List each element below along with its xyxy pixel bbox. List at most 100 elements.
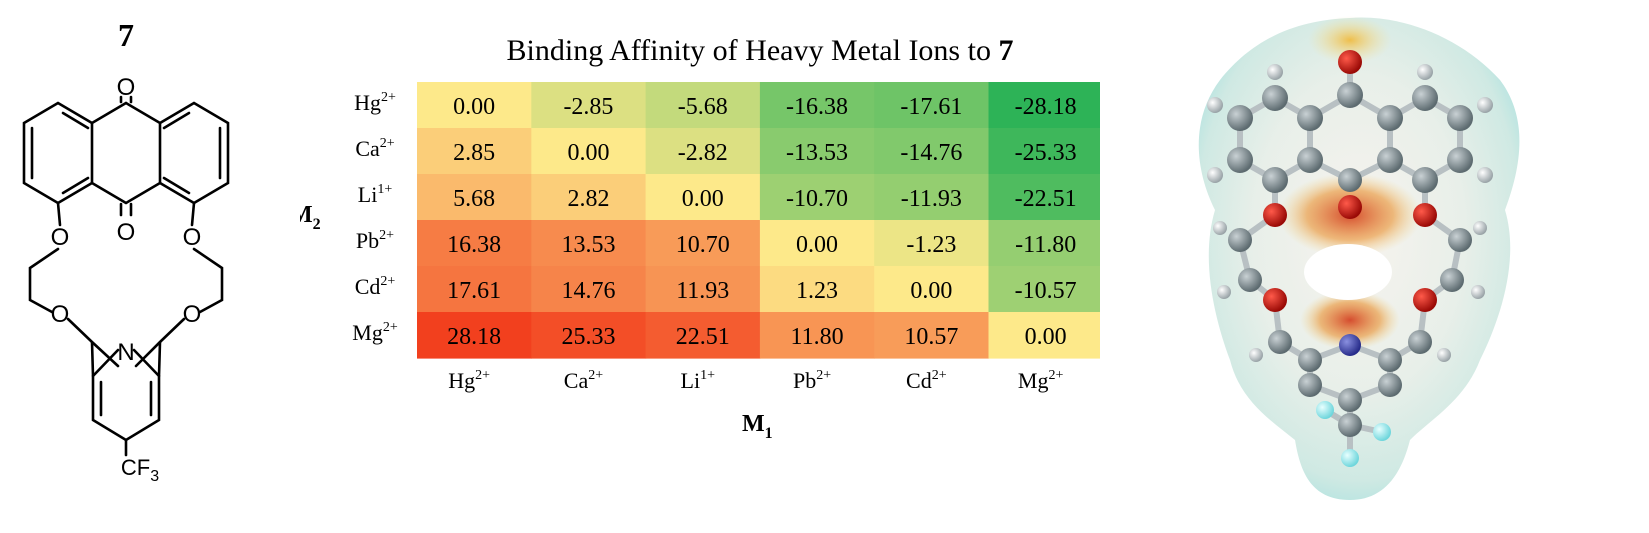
heatmap-cell bbox=[874, 266, 990, 313]
compound-label: 7 bbox=[118, 17, 134, 53]
cell-value-label: -2.82 bbox=[678, 140, 728, 166]
heatmap-chart: Binding Affinity of Heavy Metal Ions to … bbox=[300, 34, 1100, 442]
cell-value-label: 0.00 bbox=[682, 186, 724, 212]
heatmap-cell bbox=[531, 220, 647, 267]
column-label: Ca2+ bbox=[564, 368, 603, 393]
cell-value-label: 14.76 bbox=[561, 278, 615, 304]
row-label: Hg2+ bbox=[354, 90, 396, 115]
oxygen-right-lower: O bbox=[183, 301, 202, 328]
cell-value-label: -2.85 bbox=[563, 94, 613, 120]
column-label: Cd2+ bbox=[906, 368, 947, 393]
row-label: Cd2+ bbox=[355, 274, 396, 299]
heatmap-cell bbox=[874, 174, 990, 221]
cell-value-label: 5.68 bbox=[453, 186, 495, 212]
row-label: Mg2+ bbox=[352, 320, 398, 345]
esp-surface bbox=[1198, 16, 1520, 501]
cf3-label: CF3 bbox=[121, 455, 159, 485]
cell-value-label: -28.18 bbox=[1015, 94, 1077, 120]
heatmap-cell bbox=[531, 312, 647, 359]
heatmap-cell bbox=[417, 174, 532, 221]
column-labels: Hg2+ Ca2+ Li1+ Pb2+ Cd2+ Mg2+ bbox=[448, 368, 1063, 393]
cell-value-label: 25.33 bbox=[561, 324, 615, 350]
cell-value-label: -1.23 bbox=[906, 232, 956, 258]
heatmap-cell bbox=[417, 82, 532, 129]
oxygen-left-lower: O bbox=[51, 301, 70, 328]
structure-atoms: O O O O O O N CF3 bbox=[51, 74, 202, 485]
heatmap-cell bbox=[759, 220, 875, 267]
structure-bonds bbox=[22, 95, 230, 457]
cell-value-label: -10.70 bbox=[786, 186, 848, 212]
heatmap-cell bbox=[759, 174, 875, 221]
cell-value-label: 10.70 bbox=[676, 232, 730, 258]
x-axis-label: M1 bbox=[742, 411, 773, 442]
cell-value-label: 0.00 bbox=[1025, 324, 1067, 350]
cell-value-label: 0.00 bbox=[796, 232, 838, 258]
cell-value-label: 16.38 bbox=[447, 232, 501, 258]
cell-value-label: 28.18 bbox=[447, 324, 501, 350]
heatmap-cell bbox=[759, 266, 875, 313]
chemical-structure: 7 bbox=[22, 17, 230, 485]
molecule-atoms bbox=[1207, 50, 1493, 467]
cell-value-label: 22.51 bbox=[676, 324, 730, 350]
heatmap-cell bbox=[988, 174, 1100, 221]
cell-value-label: 2.82 bbox=[567, 186, 609, 212]
row-label: Li1+ bbox=[358, 182, 393, 207]
cell-value-label: 13.53 bbox=[561, 232, 615, 258]
cell-value-label: -10.57 bbox=[1015, 278, 1077, 304]
heatmap-cell bbox=[417, 312, 532, 359]
cell-value-label: 0.00 bbox=[567, 140, 609, 166]
cell-value-label: 0.00 bbox=[453, 94, 495, 120]
heatmap-cell bbox=[645, 174, 761, 221]
heatmap-cells: 0.00 -2.85 -5.68 -16.38 -17.61 -28.18 2.85 0.00… bbox=[417, 82, 1100, 359]
oxygen-right-upper: O bbox=[183, 224, 202, 251]
heatmap-cell bbox=[645, 82, 761, 129]
heatmap-cell bbox=[531, 266, 647, 313]
heatmap-cell bbox=[531, 128, 647, 175]
heatmap-cell bbox=[759, 128, 875, 175]
heatmap-cell bbox=[874, 312, 990, 359]
heatmap-cell bbox=[417, 220, 532, 267]
heatmap-cell bbox=[417, 266, 532, 313]
cell-value-label: 17.61 bbox=[447, 278, 501, 304]
heatmap-cell bbox=[531, 174, 647, 221]
heatmap-cell bbox=[645, 312, 761, 359]
heatmap-cell bbox=[874, 128, 990, 175]
column-label: Pb2+ bbox=[793, 368, 831, 393]
cell-value-label: -14.76 bbox=[900, 140, 962, 166]
chart-title: Binding Affinity of Heavy Metal Ions to … bbox=[507, 34, 1014, 67]
cell-value-label: 10.57 bbox=[904, 324, 958, 350]
row-label: Ca2+ bbox=[355, 136, 394, 161]
cell-value-label: -5.68 bbox=[678, 94, 728, 120]
heatmap-cell bbox=[988, 312, 1100, 359]
heatmap-cell bbox=[874, 220, 990, 267]
heatmap-cell bbox=[988, 128, 1100, 175]
oxygen-top: O bbox=[117, 74, 136, 101]
column-label: Li1+ bbox=[681, 368, 716, 393]
cell-value-label: -17.61 bbox=[900, 94, 962, 120]
row-label: Pb2+ bbox=[356, 228, 394, 253]
cell-value-label: -25.33 bbox=[1015, 140, 1077, 166]
electrostatic-potential-model bbox=[1198, 16, 1520, 501]
column-label: Hg2+ bbox=[448, 368, 490, 393]
heatmap-cell bbox=[417, 128, 532, 175]
cell-value-label: 11.93 bbox=[676, 278, 729, 304]
oxygen-middle: O bbox=[117, 219, 136, 246]
heatmap-cell bbox=[645, 220, 761, 267]
y-axis-label: M2 bbox=[300, 202, 321, 233]
cell-value-label: 1.23 bbox=[796, 278, 838, 304]
heatmap-cell bbox=[645, 266, 761, 313]
heatmap-cell bbox=[988, 82, 1100, 129]
cell-value-label: 0.00 bbox=[910, 278, 952, 304]
heatmap-cell bbox=[759, 82, 875, 129]
heatmap-cell bbox=[874, 82, 990, 129]
row-labels: Hg2+ Ca2+ Li1+ Pb2+ Cd2+ Mg2+ bbox=[352, 90, 398, 345]
cell-value-label: -13.53 bbox=[786, 140, 848, 166]
cell-value-label: 2.85 bbox=[453, 140, 495, 166]
heatmap-cell bbox=[759, 312, 875, 359]
heatmap-cell bbox=[988, 266, 1100, 313]
cell-value-label: -11.93 bbox=[901, 186, 962, 212]
heatmap-cell bbox=[645, 128, 761, 175]
cell-value-label: -11.80 bbox=[1015, 232, 1076, 258]
heatmap-cell bbox=[988, 220, 1100, 267]
oxygen-left-upper: O bbox=[51, 224, 70, 251]
